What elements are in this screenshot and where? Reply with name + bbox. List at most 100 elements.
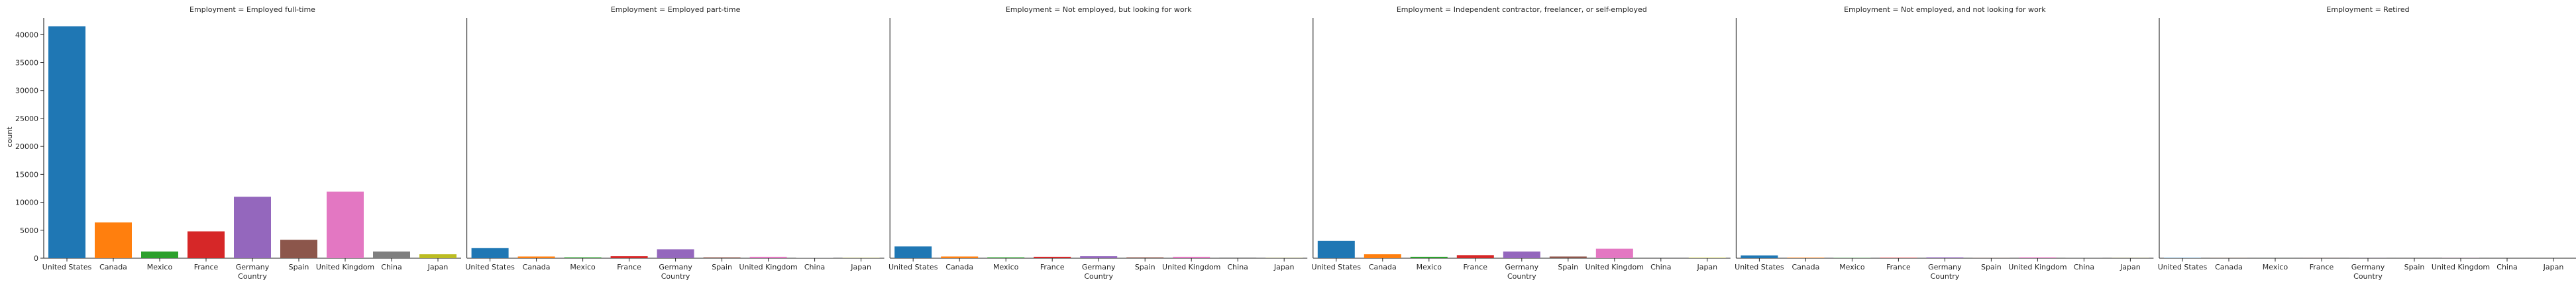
x-tick-label: United States [2158,263,2208,271]
facet-panel: Employment = Independent contractor, fre… [1312,5,1731,281]
x-tick-label: Spain [1558,263,1578,271]
x-tick-label: Canada [523,263,551,271]
y-tick-label: 20000 [15,142,38,151]
panel-title: Employment = Not employed, but looking f… [1006,5,1192,14]
x-tick-label: United States [1735,263,1784,271]
bar [1741,255,1778,258]
bar [657,249,694,258]
x-tick-label: Japan [2543,263,2564,271]
y-axis: count 0 5000 10000 15000 20000 25000 30000 3500… [5,30,44,263]
x-tick-label: Germany [1082,263,1116,271]
x-tick-label: Canada [945,263,973,271]
x-tick-label: United States [465,263,515,271]
bar [95,222,132,258]
x-tick-label: France [1464,263,1488,271]
y-tick-label: 0 [34,254,38,263]
x-axis-label: Country [1084,272,1113,281]
panel-title: Employment = Retired [2326,5,2409,14]
x-tick-label: United Kingdom [2432,263,2490,271]
x-tick-label: Spain [1981,263,2002,271]
facet-panel: Employment = Not employed, and not looki… [1735,5,2154,281]
x-tick-label: United States [1312,263,1362,271]
y-tick-label: 30000 [15,87,38,95]
facet-panel: Employment = Employed part-time United St… [465,5,885,281]
panel-title: Employment = Not employed, and not looki… [1844,5,2046,14]
x-tick-label: Canada [2215,263,2243,271]
x-tick-label: Germany [659,263,692,271]
facet-panels: Employment = Employed full-time United St… [42,5,2576,281]
bar [1549,256,1587,258]
bar [749,256,787,258]
x-axis-label: Country [661,272,690,281]
x-tick-label: Mexico [1839,263,1865,271]
x-tick-label: France [1040,263,1065,271]
bar [141,251,178,258]
x-tick-label: France [194,263,219,271]
bar [517,256,555,258]
x-tick-label: China [1650,263,1671,271]
x-tick-label: Germany [1928,263,1962,271]
bar [280,240,317,258]
bar [1364,254,1401,258]
x-tick-label: China [1227,263,1248,271]
bar [610,256,648,258]
bar [1456,255,1494,258]
x-tick-label: Spain [1135,263,1155,271]
x-tick-label: France [617,263,641,271]
x-tick-label: Japan [1273,263,1295,271]
x-tick-label: Germany [2351,263,2385,271]
x-axis-label: Country [1507,272,1536,281]
panel-title: Employment = Employed part-time [611,5,741,14]
x-tick-label: China [804,263,825,271]
x-axis-label: Country [238,272,267,281]
x-tick-label: Canada [1369,263,1397,271]
facet-panel: Employment = Retired United States Canada M… [2158,5,2576,281]
x-tick-label: Spain [289,263,309,271]
x-tick-label: Mexico [2263,263,2288,271]
x-tick-label: Japan [1696,263,1717,271]
x-tick-label: Japan [850,263,871,271]
x-tick-label: Mexico [147,263,173,271]
x-tick-label: Germany [1505,263,1539,271]
y-tick-label: 40000 [15,30,38,39]
x-tick-label: Canada [99,263,127,271]
bar [419,254,456,258]
panel-title: Employment = Independent contractor, fre… [1397,5,1647,14]
bar [373,251,410,258]
x-tick-label: Germany [236,263,270,271]
y-tick-label: 5000 [20,226,38,235]
bar [1080,256,1118,258]
bar [188,231,225,258]
x-tick-label: China [381,263,402,271]
bar [234,197,271,258]
x-tick-label: United Kingdom [2008,263,2066,271]
y-tick-label: 15000 [15,170,38,179]
x-tick-label: Japan [2120,263,2141,271]
x-tick-label: Mexico [993,263,1019,271]
bar [1503,251,1540,258]
x-tick-label: United Kingdom [1162,263,1220,271]
x-axis-label: Country [2353,272,2383,281]
bar [48,26,85,259]
bar [1173,256,1210,258]
y-axis-label: count [5,126,14,148]
x-tick-label: United States [42,263,92,271]
x-tick-label: Mexico [570,263,596,271]
x-tick-label: United Kingdom [316,263,374,271]
y-tick-label: 10000 [15,199,38,207]
bar [894,246,932,258]
panel-title: Employment = Employed full-time [189,5,315,14]
x-tick-label: France [1886,263,1911,271]
x-tick-label: United States [888,263,938,271]
y-tick-label: 35000 [15,59,38,68]
x-tick-label: China [2496,263,2517,271]
bar [327,191,364,258]
x-tick-label: United Kingdom [1585,263,1644,271]
facet-panel: Employment = Employed full-time United St… [42,5,461,281]
x-tick-label: Japan [427,263,449,271]
bar [471,248,509,258]
facet-panel: Employment = Not employed, but looking f… [888,5,1308,281]
bar [941,256,979,258]
x-tick-label: United Kingdom [739,263,797,271]
